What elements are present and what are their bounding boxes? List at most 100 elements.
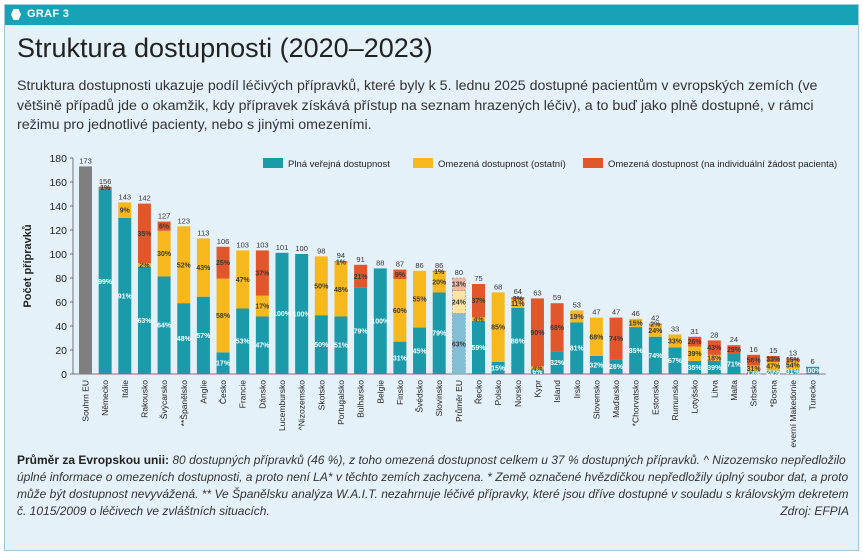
- total-label: 53: [573, 300, 581, 309]
- category-label: Litva: [709, 380, 719, 398]
- category-label: Skotsko: [316, 380, 326, 411]
- data-label-full: 99%: [98, 279, 113, 286]
- data-label-full: 86%: [511, 338, 526, 345]
- y-axis-label: Počet přípravků: [22, 224, 34, 307]
- data-label-individual: 3%: [513, 296, 524, 303]
- header-bar: GRAF 3: [5, 5, 858, 25]
- total-label: 98: [317, 246, 325, 255]
- category-label: Itálie: [120, 380, 130, 398]
- total-label: 142: [138, 194, 151, 203]
- category-label: Rakousko: [139, 380, 149, 418]
- data-label-individual: 90%: [530, 330, 545, 337]
- bar-segment-limited: [314, 256, 328, 316]
- bar-segment-limited: [491, 292, 505, 362]
- data-label-full: 45%: [413, 348, 428, 355]
- bar-segment-full: [707, 360, 721, 374]
- total-label: 59: [553, 293, 561, 302]
- total-label: 16: [749, 345, 757, 354]
- bar-segment-full: [589, 355, 603, 374]
- data-label-limited: 54%: [786, 362, 801, 369]
- total-label: 127: [158, 212, 171, 221]
- bar-segment-limited: [177, 226, 191, 304]
- category-label: Slovensko: [591, 380, 601, 419]
- page-title: Struktura dostupnosti (2020–2023): [17, 33, 433, 63]
- legend-label: Omezená dostupnost (na individuální žádo…: [608, 159, 837, 170]
- data-label-full: 57%: [196, 333, 211, 340]
- bar-segment-individual: [766, 356, 780, 362]
- figure-label: GRAF 3: [27, 8, 70, 20]
- category-label: Portugalsko: [336, 380, 346, 425]
- bar-segment-full: [570, 322, 584, 374]
- data-label-full: 20%: [766, 370, 781, 377]
- data-label-individual: 33%: [766, 356, 781, 363]
- data-label-individual: 25%: [216, 260, 231, 267]
- data-label-limited: 30%: [157, 251, 172, 258]
- data-label-individual: 37%: [255, 271, 270, 278]
- bar-segment-full: [393, 341, 407, 374]
- bar-segment-limited: [707, 354, 721, 361]
- category-label: Finsko: [395, 380, 405, 405]
- bar-segment-limited: [157, 230, 171, 277]
- bar-segment-full: [727, 353, 741, 374]
- data-label-full: 51%: [334, 343, 349, 350]
- total-label: 47: [592, 308, 600, 317]
- hexagon-icon: [11, 9, 21, 20]
- total-label: 143: [119, 192, 132, 201]
- total-label: 28: [710, 330, 718, 339]
- bar-segment-full: [668, 347, 682, 374]
- data-label-full: 79%: [432, 331, 447, 338]
- category-label: Lucembursko: [277, 380, 287, 431]
- data-label-limited: 24%: [452, 300, 467, 307]
- data-label-limited: 47%: [766, 364, 781, 371]
- data-label-individual: 9%: [395, 272, 406, 279]
- data-label-full: 85%: [629, 348, 644, 355]
- bar-segment-limited: [236, 250, 250, 309]
- data-label-limited: 43%: [196, 265, 211, 272]
- bar-segment-full: [196, 296, 210, 374]
- data-label-individual: 37%: [471, 298, 486, 305]
- category-label: Kypr: [532, 380, 542, 398]
- bar-segment-full: [314, 315, 328, 374]
- data-label-individual: 15%: [786, 357, 801, 364]
- total-label: 106: [217, 237, 230, 246]
- bar-segment-full: [373, 268, 387, 374]
- bar-segment-limited: [472, 317, 485, 321]
- bar-segment-limited: [589, 317, 603, 356]
- bar-segment-individual: [137, 203, 151, 264]
- data-label-full: 39%: [707, 365, 722, 372]
- data-label-full: 63%: [452, 341, 467, 348]
- category-label: Turecko: [808, 380, 818, 411]
- data-label-full: 100%: [371, 319, 390, 326]
- category-label: Lotyšsko: [690, 380, 700, 414]
- legend-swatch: [263, 158, 283, 168]
- total-label: 68: [494, 282, 502, 291]
- bar-segment-full: [472, 320, 485, 374]
- bar-segment-full: [255, 316, 269, 374]
- bar-segment-individual: [393, 269, 407, 279]
- data-label-individual: 13%: [452, 282, 467, 289]
- category-label: Německo: [100, 380, 110, 416]
- bar-segment-individual: [688, 336, 702, 347]
- category-label: Norsko: [513, 380, 523, 407]
- category-label: Srbsko: [749, 380, 759, 407]
- bar-segment-individual: [609, 317, 623, 360]
- category-label: Švýcarsko: [159, 380, 169, 419]
- total-label: 80: [455, 268, 463, 277]
- category-label: Slovinsko: [434, 380, 444, 417]
- data-label-full: 17%: [216, 361, 231, 368]
- data-label-individual: 29%: [727, 347, 742, 354]
- bar-segment-full: [413, 327, 427, 374]
- bar-segment-individual: [216, 246, 230, 279]
- data-label-limited: 85%: [491, 325, 506, 332]
- y-tick-label: 140: [49, 201, 67, 213]
- legend-swatch: [413, 158, 433, 168]
- bar-segment-limited: [137, 263, 151, 267]
- data-label-limited: 58%: [216, 313, 231, 320]
- data-label-full: 13%: [747, 370, 762, 377]
- bar-segment-limited: [786, 360, 800, 370]
- category-label: Švédsko: [415, 380, 425, 413]
- data-label-limited: 4%: [473, 317, 484, 324]
- data-label-individual: 1%: [100, 185, 111, 192]
- bar-segment-full: [118, 217, 132, 374]
- total-label: 6: [810, 357, 814, 366]
